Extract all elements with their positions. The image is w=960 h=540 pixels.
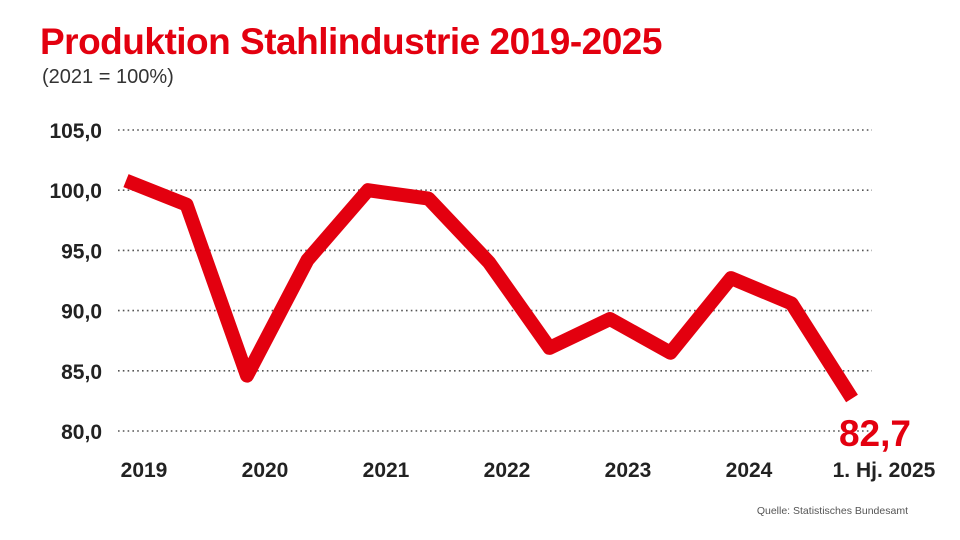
x-tick-label: 2020: [242, 459, 289, 482]
series-line: [123, 174, 858, 403]
chart-title: Produktion Stahlindustrie 2019-2025: [40, 21, 662, 62]
x-tick-label: 2019: [121, 459, 168, 482]
x-axis-ticks: 2019 2020 2021 2022 2023 2024 1. Hj. 2025: [121, 459, 936, 482]
x-tick-label: 1. Hj. 2025: [833, 459, 936, 482]
x-tick-label: 2022: [484, 459, 531, 482]
y-axis-ticks: 80,0 85,0 90,0 95,0 100,0 105,0: [49, 120, 102, 444]
y-tick-label: 95,0: [61, 240, 102, 263]
y-tick-label: 105,0: [49, 120, 102, 143]
x-tick-label: 2024: [726, 459, 773, 482]
series-produktion: [123, 174, 858, 403]
chart-subtitle: (2021 = 100%): [42, 66, 174, 88]
x-tick-label: 2021: [363, 459, 410, 482]
y-tick-label: 80,0: [61, 421, 102, 444]
last-value-label: 82,7: [839, 413, 911, 454]
source-note: Quelle: Statistisches Bundesamt: [756, 505, 908, 517]
y-tick-label: 85,0: [61, 361, 102, 384]
y-tick-label: 100,0: [49, 180, 102, 203]
y-tick-label: 90,0: [61, 301, 102, 324]
x-tick-label: 2023: [605, 459, 652, 482]
